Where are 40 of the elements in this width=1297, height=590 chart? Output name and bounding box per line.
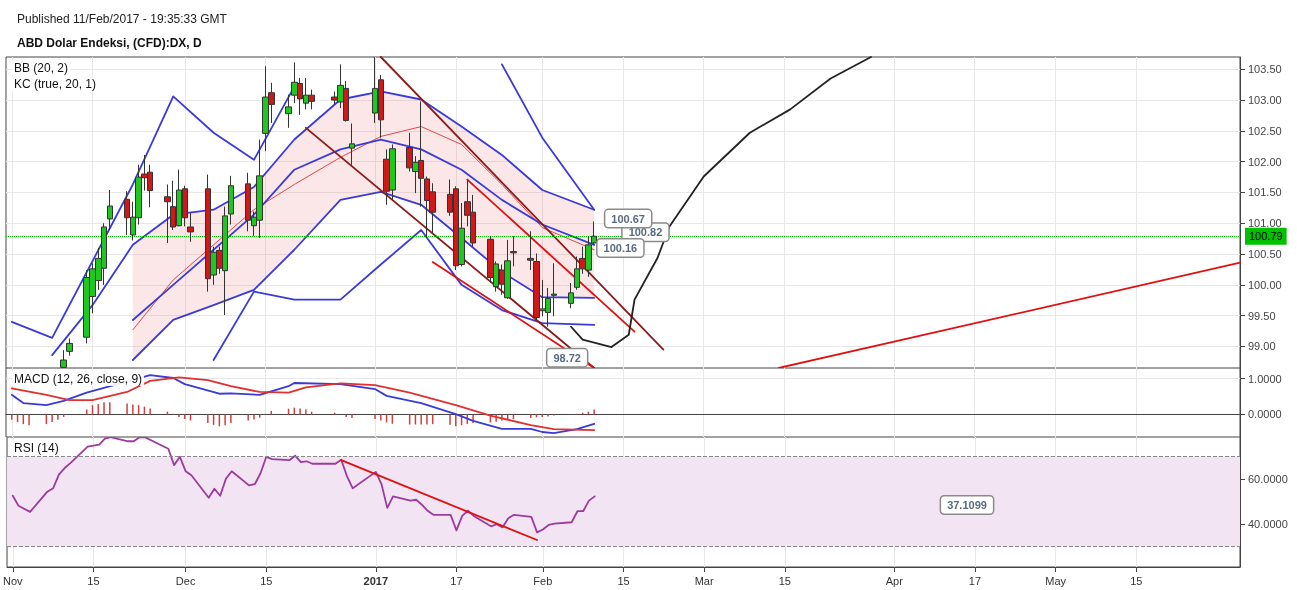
y-tick-label: 103.00	[1248, 94, 1282, 107]
x-tick-label: May	[1045, 574, 1067, 587]
y-tick-label: 99.00	[1248, 340, 1276, 353]
x-tick-label: Mar	[694, 574, 714, 587]
y-tick-label: 1.0000	[1248, 372, 1282, 385]
y-tick-label: 101.00	[1248, 217, 1282, 230]
ref-line-label: 100.79	[1249, 230, 1283, 243]
chart-subtitle: Published 11/Feb/2017 - 19:35:33 GMT	[17, 12, 228, 26]
annotation: MACD (12, 26, close, 9)	[14, 372, 143, 386]
x-tick-label: Dec	[175, 574, 196, 587]
y-tick-label: 100.00	[1248, 278, 1282, 291]
y-tick-label: 99.50	[1248, 309, 1276, 322]
annotation: 37.1099	[947, 499, 987, 511]
x-tick-label: 15	[260, 574, 273, 587]
x-tick-label: 15	[617, 574, 630, 587]
y-tick-label: 40.0000	[1248, 518, 1288, 531]
x-tick-label: 15	[778, 574, 791, 587]
y-tick-label: 102.50	[1248, 124, 1282, 137]
x-tick-label: Nov	[3, 574, 24, 587]
annotation: 100.67	[611, 212, 645, 225]
y-tick-label: 0.0000	[1248, 408, 1282, 421]
y-tick-label: 100.50	[1248, 248, 1282, 261]
x-tick-label: 17	[450, 574, 463, 587]
annotation: KC (true, 20, 1)	[14, 77, 97, 91]
annotation: 100.16	[603, 242, 638, 255]
chart-title: ABD Dolar Endeksi, (CFD):DX, D	[17, 36, 203, 50]
x-tick-label: 2017	[363, 574, 388, 587]
y-tick-label: 102.00	[1248, 155, 1282, 168]
y-tick-label: 101.50	[1248, 186, 1282, 199]
x-tick-label: 15	[1130, 574, 1143, 587]
annotation: 100.82	[628, 226, 663, 239]
x-tick-label: 15	[87, 574, 100, 587]
annotation: BB (20, 2)	[14, 61, 69, 75]
x-tick-label: 17	[968, 574, 982, 587]
annotation: RSI (14)	[14, 441, 59, 455]
annotation: 98.72	[553, 351, 581, 364]
y-tick-label: 60.0000	[1248, 473, 1288, 486]
x-tick-label: Feb	[533, 574, 553, 587]
y-tick-label: 103.50	[1248, 63, 1282, 76]
x-tick-label: Apr	[885, 574, 904, 587]
